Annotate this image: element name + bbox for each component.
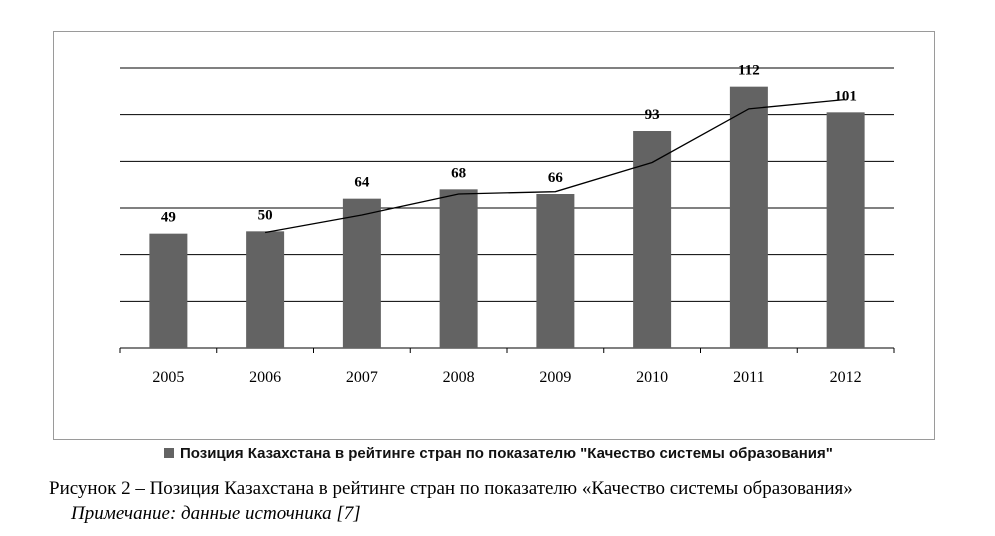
legend-swatch <box>164 448 174 458</box>
data-label-2012: 101 <box>834 88 857 104</box>
x-tick-label-2010: 2010 <box>636 369 668 386</box>
figure-caption: Рисунок 2 – Позиция Казахстана в рейтинг… <box>49 478 853 499</box>
data-label-2006: 50 <box>258 207 273 223</box>
x-tick-label-2007: 2007 <box>346 369 378 386</box>
data-label-2009: 66 <box>548 170 564 186</box>
bar-2012 <box>826 112 865 348</box>
data-label-2007: 64 <box>354 175 370 191</box>
figure-note: Примечание: данные источника [7] <box>71 503 361 524</box>
chart-frame: 49 2005 50 2006 64 2007 68 2008 66 2009 93 2010 112 2… <box>53 31 935 462</box>
x-tick-label-2011: 2011 <box>733 369 764 386</box>
data-label-2011: 112 <box>738 63 760 79</box>
bar-2007 <box>342 198 381 348</box>
x-tick-label-2012: 2012 <box>830 369 862 386</box>
x-tick-label-2008: 2008 <box>443 369 475 386</box>
bar-2011 <box>729 86 768 348</box>
bar-2005 <box>149 233 188 348</box>
legend: Позиция Казахстана в рейтинге стран по п… <box>164 442 833 464</box>
bar-2006 <box>246 231 285 348</box>
x-tick-label-2006: 2006 <box>249 369 281 386</box>
data-label-2008: 68 <box>451 165 466 181</box>
legend-label: Позиция Казахстана в рейтинге стран по п… <box>180 444 833 462</box>
x-tick-label-2005: 2005 <box>152 369 184 386</box>
trendline <box>265 98 846 234</box>
x-tick-label-2009: 2009 <box>539 369 571 386</box>
bar-2010 <box>633 131 672 348</box>
bar-2008 <box>439 189 478 348</box>
data-label-2010: 93 <box>645 107 660 123</box>
bar-chart: 49 2005 50 2006 64 2007 68 2008 66 2009 93 2010 112 2… <box>119 63 895 386</box>
bar-2009 <box>536 194 575 348</box>
data-label-2005: 49 <box>161 210 176 226</box>
